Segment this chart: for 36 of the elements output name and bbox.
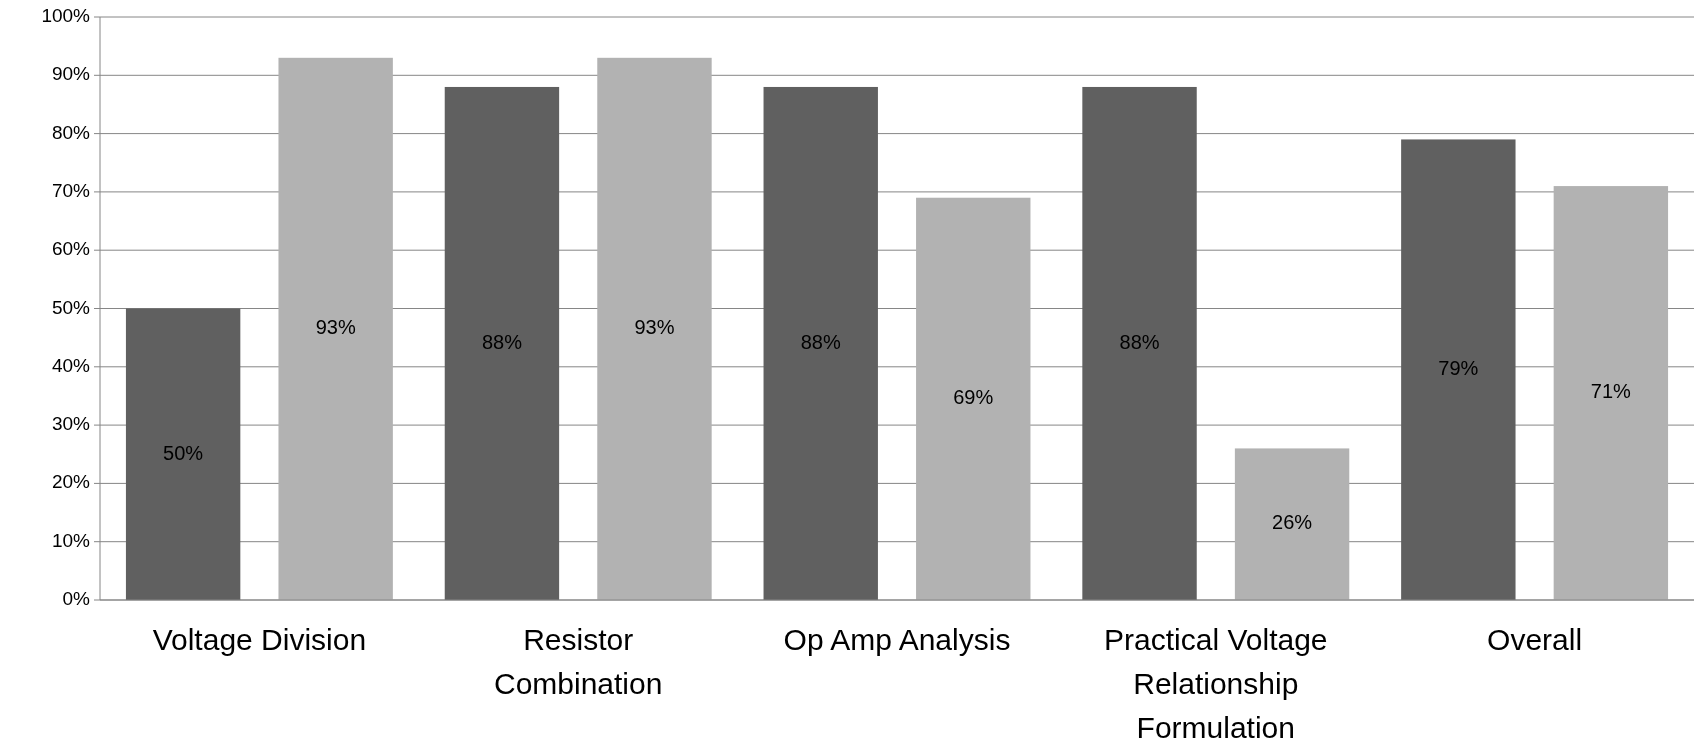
data-label: 93%: [634, 316, 675, 339]
bar: [444, 86, 560, 600]
y-tick-label: 70%: [51, 179, 91, 201]
x-tick-label: Op Amp Analysis: [783, 623, 1011, 656]
data-label: 93%: [315, 316, 356, 339]
y-tick-label: 100%: [41, 5, 91, 27]
data-label: 88%: [800, 330, 841, 353]
y-tick-label: 60%: [51, 238, 91, 260]
y-tick-label: 80%: [51, 121, 91, 143]
bar: [1082, 86, 1197, 600]
bar: [125, 308, 241, 600]
data-label: 50%: [163, 441, 204, 464]
y-tick-label: 50%: [51, 296, 91, 318]
bar: [916, 197, 1031, 600]
bar: [1401, 139, 1516, 600]
bar: [763, 86, 878, 600]
data-label: 88%: [481, 330, 523, 353]
y-tick-label: 40%: [51, 354, 91, 376]
y-tick-label: 90%: [51, 63, 91, 85]
bar: [1234, 448, 1350, 600]
data-label: 79%: [1438, 357, 1479, 379]
x-tick-label: Voltage Division: [152, 623, 367, 656]
y-tick-label: 0%: [62, 588, 91, 610]
bar: [278, 57, 393, 600]
x-tick-label: Overall: [1487, 623, 1583, 656]
bar: [597, 57, 712, 600]
bar: [1553, 186, 1669, 600]
data-label: 26%: [1272, 511, 1313, 534]
y-tick-label: 20%: [51, 471, 91, 493]
y-tick-label: 30%: [51, 413, 91, 435]
y-tick-label: 10%: [51, 529, 91, 551]
data-label: 88%: [1119, 330, 1160, 353]
x-tick-label: Practical Voltage Relationship Formulation: [1104, 623, 1328, 744]
x-tick-label: Resistor Combination: [493, 623, 663, 700]
data-label: 71%: [1590, 380, 1632, 403]
data-label: 69%: [953, 386, 994, 409]
